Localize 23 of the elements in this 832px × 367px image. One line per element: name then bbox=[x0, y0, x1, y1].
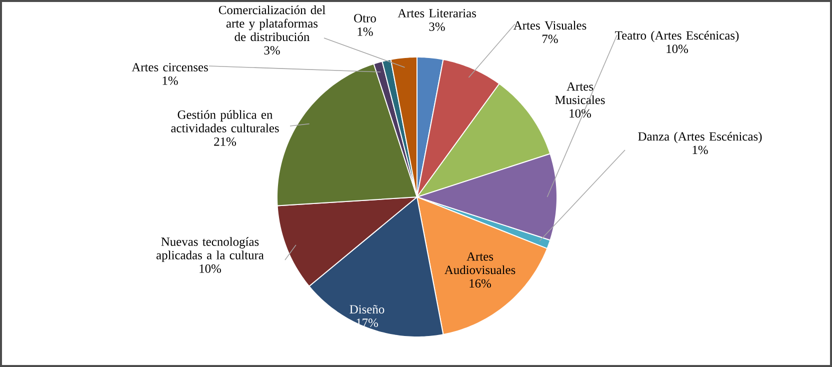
data-label: 1% bbox=[162, 76, 178, 85]
slice-label: Danza (Artes Escénicas) bbox=[638, 132, 762, 144]
slice-label: Artes Musicales bbox=[555, 82, 605, 104]
slice-label: Comercialización del arte y plataformas de distribución bbox=[218, 5, 326, 42]
slice-label: Otro bbox=[354, 14, 376, 22]
slice-label: Artes Visuales bbox=[514, 20, 586, 30]
slice-label: Diseño bbox=[350, 304, 384, 314]
slice-label: Nuevas tecnologías aplicadas a la cultura bbox=[156, 237, 264, 262]
data-label: 16% bbox=[470, 279, 491, 288]
data-label: 1% bbox=[692, 146, 708, 154]
slice-label: Artes circenses bbox=[132, 63, 208, 72]
data-label: 21% bbox=[214, 137, 236, 146]
slice-label: Teatro (Artes Escénicas) bbox=[615, 30, 739, 42]
slice-label: Gestión pública en actividades culturales bbox=[171, 110, 279, 132]
data-label: 10% bbox=[570, 109, 591, 118]
data-label: 10% bbox=[666, 44, 688, 54]
slice-label: Artes Literarias bbox=[398, 9, 476, 18]
slice-label: Artes Audiovisuales bbox=[444, 252, 516, 274]
data-label: 1% bbox=[358, 27, 373, 36]
data-label: 7% bbox=[542, 34, 558, 44]
data-label: 10% bbox=[200, 264, 221, 273]
data-label: 3% bbox=[429, 22, 445, 31]
data-label: 3% bbox=[264, 46, 280, 55]
